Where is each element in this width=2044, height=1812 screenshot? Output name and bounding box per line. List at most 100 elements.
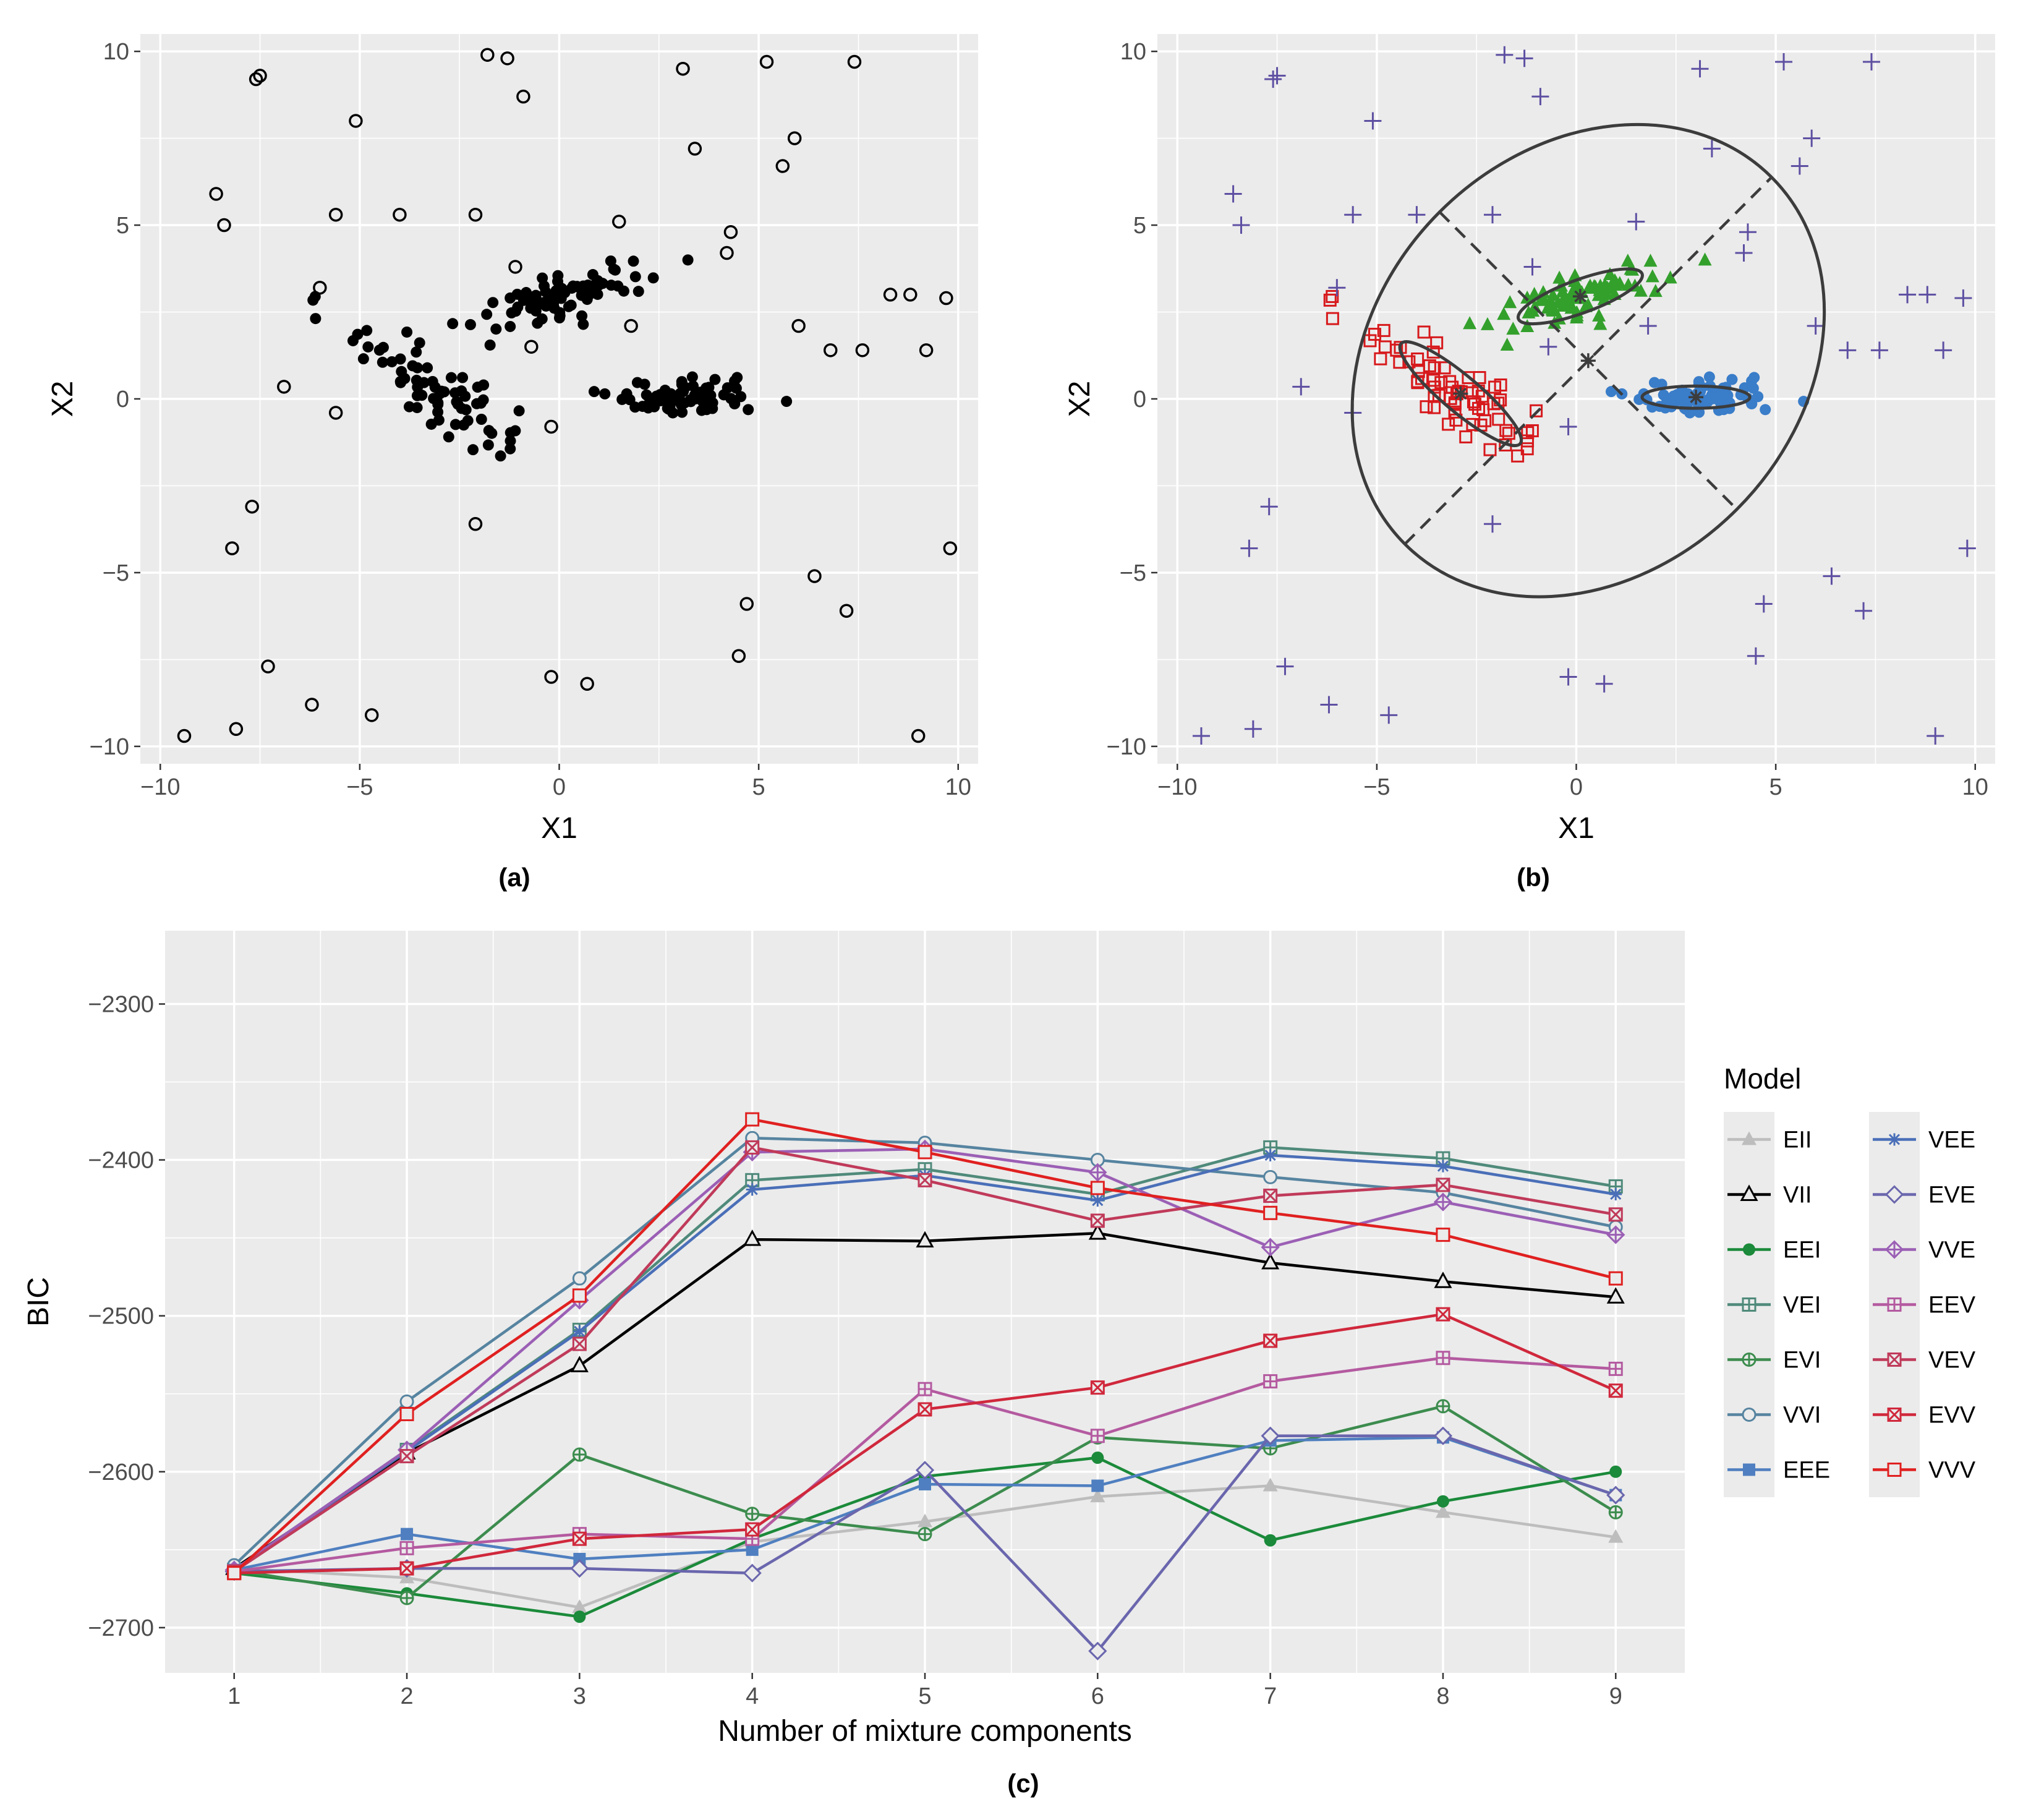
cluster1-square-point bbox=[1428, 389, 1441, 403]
noise-point bbox=[919, 343, 934, 357]
noise-point bbox=[739, 597, 754, 611]
marker-square-plus bbox=[1887, 1297, 1902, 1312]
cluster2-triangle-point bbox=[1648, 284, 1663, 297]
noise-plus-point bbox=[1276, 657, 1294, 675]
cluster-point bbox=[478, 379, 490, 391]
cluster-point bbox=[433, 414, 445, 426]
cluster2-triangle-point bbox=[1591, 288, 1606, 301]
legend-label: EVI bbox=[1783, 1348, 1821, 1374]
marker-circle-plus bbox=[918, 1527, 932, 1542]
cluster-point bbox=[422, 362, 433, 374]
noise-plus-point bbox=[1639, 317, 1657, 335]
marker-square-open bbox=[399, 1407, 414, 1422]
marker-square-filled bbox=[401, 1528, 414, 1541]
marker-circle-filled bbox=[573, 1610, 586, 1623]
y-tick-label: −2400 bbox=[88, 1148, 154, 1174]
marker-triangle-open bbox=[1261, 1252, 1280, 1270]
noise-point bbox=[731, 649, 746, 664]
noise-point bbox=[328, 207, 343, 222]
center-asterisk bbox=[1453, 386, 1468, 401]
marker-triangle bbox=[1608, 1529, 1624, 1543]
cluster-point bbox=[599, 388, 611, 400]
legend-label: EII bbox=[1783, 1127, 1812, 1153]
cluster-point bbox=[513, 405, 525, 417]
noise-plus-point bbox=[1515, 49, 1533, 67]
marker-stroke bbox=[573, 1337, 587, 1351]
major-axis-dashed bbox=[1403, 176, 1773, 545]
cluster-point bbox=[362, 341, 374, 353]
center-asterisk bbox=[1688, 390, 1704, 405]
marker-square-open bbox=[918, 1145, 932, 1160]
cluster-point bbox=[530, 289, 542, 301]
cluster2-triangle-point bbox=[1643, 254, 1658, 267]
cluster-point bbox=[352, 328, 364, 340]
marker-circle-open bbox=[1742, 1408, 1757, 1422]
marker-square-cross bbox=[1742, 1297, 1757, 1312]
marker-square-open bbox=[227, 1566, 242, 1581]
marker-stroke bbox=[1091, 1380, 1105, 1395]
noise-plus-point bbox=[1260, 498, 1278, 516]
marker-square-plus bbox=[1263, 1374, 1278, 1389]
y-tick-label: 10 bbox=[1120, 39, 1146, 65]
marker-diamond bbox=[915, 1461, 935, 1480]
cluster-point bbox=[505, 292, 516, 304]
noise-point bbox=[775, 159, 790, 173]
panel-label-a: (a) bbox=[498, 863, 530, 892]
noise-plus-point bbox=[1958, 539, 1976, 557]
marker-triangle-filled bbox=[572, 1599, 587, 1613]
cluster-point bbox=[592, 288, 603, 300]
noise-point bbox=[249, 72, 263, 87]
marker-diamond-plus bbox=[1088, 1163, 1107, 1182]
y-tick-label: −5 bbox=[1120, 560, 1146, 586]
noise-plus-point bbox=[1484, 206, 1501, 224]
cluster-point bbox=[679, 382, 691, 393]
cluster2-triangle-point bbox=[1552, 270, 1567, 284]
center-asterisk bbox=[1580, 353, 1596, 369]
marker-square bbox=[746, 1543, 759, 1556]
marker-circle bbox=[1743, 1243, 1755, 1256]
noise-point bbox=[516, 89, 530, 104]
cluster2-triangle-point bbox=[1536, 291, 1551, 304]
x-tick-label: 1 bbox=[228, 1683, 241, 1709]
noise-plus-point bbox=[1823, 567, 1841, 585]
noise-plus-point bbox=[1344, 206, 1362, 224]
cluster-point bbox=[735, 391, 747, 403]
cluster-point bbox=[310, 313, 322, 325]
marker-diamond bbox=[743, 1563, 762, 1583]
cluster2-triangle-point bbox=[1663, 270, 1677, 284]
noise-plus-point bbox=[1918, 286, 1936, 304]
cluster-point bbox=[394, 353, 406, 365]
noise-plus-point bbox=[1691, 60, 1709, 78]
cluster-point bbox=[482, 439, 494, 451]
marker-square bbox=[227, 1566, 242, 1581]
cluster1-square-point bbox=[1492, 412, 1505, 426]
cluster1-square-point bbox=[1472, 401, 1486, 415]
marker-square bbox=[1263, 1205, 1278, 1220]
marker-asterisk bbox=[1436, 1160, 1449, 1173]
cluster-point bbox=[357, 353, 369, 365]
legend-item-VEI: VEI bbox=[1727, 1293, 1821, 1318]
noise-plus-point bbox=[1735, 244, 1753, 262]
noise-point bbox=[229, 722, 244, 737]
marker-square-xbox bbox=[1263, 1333, 1278, 1348]
x-tick-label: −5 bbox=[346, 774, 373, 800]
cluster2-triangle-point bbox=[1520, 318, 1535, 332]
marker-square-x bbox=[745, 1140, 760, 1155]
noise-point bbox=[807, 569, 822, 583]
noise-point bbox=[883, 288, 898, 302]
legend-item-EVE: EVE bbox=[1873, 1182, 1975, 1208]
cluster2-triangle-point bbox=[1500, 337, 1514, 351]
marker-square-plus bbox=[1608, 1361, 1623, 1376]
noise-point bbox=[217, 218, 231, 233]
marker-stroke bbox=[1436, 1177, 1450, 1192]
x-tick-label: 10 bbox=[1962, 774, 1988, 800]
marker-stroke bbox=[1091, 1213, 1105, 1228]
noise-plus-point bbox=[1627, 213, 1645, 231]
marker-circle bbox=[573, 1610, 586, 1623]
data-points bbox=[1192, 46, 1976, 745]
noise-point bbox=[612, 215, 626, 229]
cluster-point bbox=[458, 419, 470, 431]
marker-square-open bbox=[1887, 1463, 1902, 1477]
noise-plus-point bbox=[1240, 539, 1258, 557]
marker-circle-plus bbox=[1742, 1353, 1757, 1367]
